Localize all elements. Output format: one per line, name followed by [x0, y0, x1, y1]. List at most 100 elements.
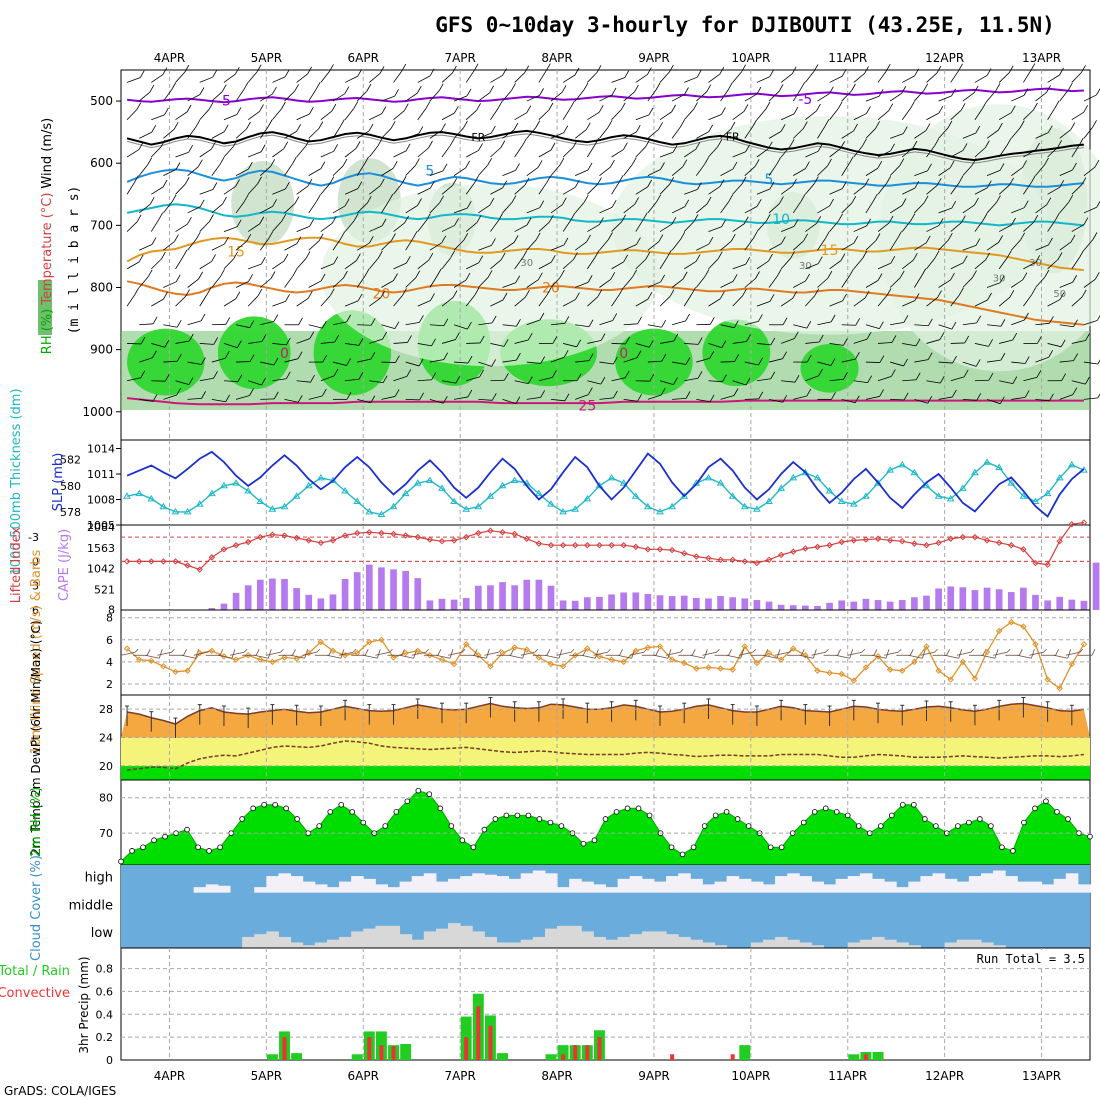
wind-barb: [211, 243, 225, 251]
wind-barb-flag: [1096, 88, 1100, 96]
cloud-high-bar: [314, 884, 328, 893]
rh2m-marker: [349, 809, 356, 815]
wind-barb: [1053, 654, 1068, 659]
wind-speed-marker: [753, 659, 761, 667]
isotherm-label: 15: [821, 243, 839, 259]
wind-barb: [138, 276, 149, 288]
wind-barb: [1071, 144, 1080, 158]
temp-tick-label: 28: [99, 703, 113, 716]
pressure-tick-label: 600: [90, 156, 113, 170]
wind-barb-flag: [441, 123, 446, 131]
wind-barb-flag: [752, 231, 758, 240]
wind-barb-flag: [902, 126, 908, 134]
wind-barb-flag: [970, 648, 975, 653]
wind-barb-flag: [1055, 212, 1060, 221]
wind-barb: [223, 343, 238, 349]
wind-barb-flag: [802, 121, 808, 129]
wind-barb-flag: [660, 387, 666, 396]
wind-barb: [478, 204, 491, 214]
wind-barb: [1035, 322, 1050, 326]
wind-barb-flag: [516, 319, 521, 327]
wind-barb: [962, 398, 977, 401]
wind-barb-flag: [721, 340, 727, 348]
cape-bar: [995, 589, 1003, 610]
wind-barb-flag: [552, 370, 557, 378]
lifted-index-marker: [765, 556, 773, 564]
wind-barb-flag: [586, 234, 591, 243]
wind-barb: [163, 394, 177, 400]
wind-barb: [696, 398, 711, 403]
rh2m-marker: [382, 823, 389, 829]
wind-barb: [490, 259, 502, 270]
rh-contour-label: 50: [1053, 289, 1066, 300]
wind-barb-flag: [818, 334, 824, 343]
wind-barb-flag: [236, 340, 242, 348]
wind-barb-flag: [329, 64, 334, 72]
wind-barb-flag: [830, 314, 836, 323]
wind-barb: [344, 75, 358, 83]
wind-barb-flag: [769, 181, 775, 190]
wind-barb: [332, 93, 346, 102]
wind-barb: [950, 222, 962, 232]
top-day-label: 5APR: [251, 51, 282, 65]
lifted-index-marker: [160, 558, 167, 565]
wind-barb-flag: [321, 320, 327, 329]
cape-bar: [693, 598, 700, 610]
rh2m-tick-label: 80: [99, 792, 113, 805]
wind-barb-flag: [730, 234, 736, 242]
wind-barb: [502, 398, 516, 405]
wind-speed-marker: [850, 677, 858, 684]
wind-barb: [550, 322, 565, 326]
wind-barb: [175, 223, 188, 232]
wind-barb-flag: [561, 197, 567, 205]
wind-speed-marker: [499, 649, 506, 657]
wind-barb: [587, 224, 600, 232]
wind-barb-flag: [691, 287, 696, 295]
wind-barb-flag: [395, 355, 400, 363]
wind-barb-flag: [162, 179, 168, 188]
cape-bar: [959, 587, 967, 610]
wind-speed-marker: [208, 647, 216, 655]
wind-speed-marker: [1032, 641, 1039, 648]
lifted-index-marker: [923, 542, 930, 549]
cloud-low-bar: [581, 931, 594, 948]
wind-barb-flag: [573, 252, 578, 260]
wind-barb-flag: [392, 161, 398, 169]
thickness-marker: [958, 484, 967, 491]
precip-convective-bar: [282, 1037, 287, 1060]
cloud-high-bar: [1029, 881, 1043, 893]
wind-barb: [720, 201, 730, 214]
wind-speed-marker: [971, 675, 979, 682]
wind-barb-flag: [162, 67, 168, 75]
wind-barb: [805, 150, 819, 158]
wind-barb-flag: [576, 373, 582, 381]
wind-barb-flag: [316, 194, 321, 202]
wind-barb: [890, 361, 904, 367]
wind-barb-flag: [210, 141, 216, 150]
upper-air-axis-title: RH (%)Temperature (°C)Wind (m/s): [40, 118, 55, 354]
wind-barb: [417, 75, 431, 83]
wind-barb: [938, 167, 951, 176]
lifted-index-marker: [608, 542, 615, 549]
wind-barb: [1083, 239, 1094, 251]
wind-barb-flag: [693, 102, 698, 110]
wind-barb: [514, 112, 527, 121]
wind-barb-flag: [975, 359, 981, 367]
wind-barb: [368, 257, 379, 270]
wind-barb-flag: [673, 377, 678, 385]
wind-barb-flag: [621, 214, 626, 223]
wind-barb-flag: [474, 175, 479, 184]
wind-barb: [768, 163, 778, 176]
wind-barb-flag: [648, 107, 654, 116]
rh2m-marker: [635, 805, 642, 812]
thickness-marker: [377, 510, 386, 518]
thickness-marker: [207, 489, 216, 497]
wind-barb-flag: [927, 318, 933, 326]
wind-barb-flag: [685, 391, 691, 399]
wind-barb: [684, 377, 699, 382]
precip-convective-bar: [379, 1045, 384, 1060]
wind-barb: [1011, 397, 1026, 400]
cape-bar: [390, 569, 397, 610]
wind-barb: [557, 651, 572, 656]
wind-barb-flag: [818, 368, 823, 377]
